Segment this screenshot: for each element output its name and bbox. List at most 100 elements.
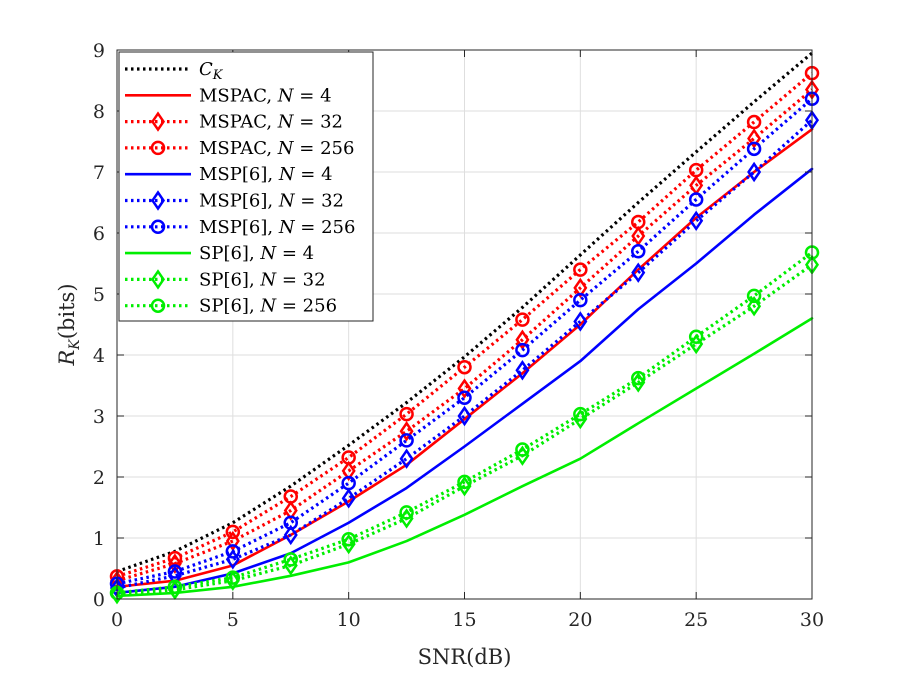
legend-label-n: N — [278, 164, 296, 185]
x-tick-label: 10 — [337, 609, 361, 631]
data-point-circle — [457, 390, 472, 405]
data-point-diamond — [399, 448, 414, 469]
legend-entry: MSP[6], N = 32 — [125, 190, 344, 212]
legend-label-name: MSP[6], — [199, 191, 279, 212]
legend-label-eq: = — [294, 85, 321, 106]
y-tick-label: 7 — [93, 162, 105, 184]
data-point-diamond — [399, 421, 414, 442]
y-tick-label: 8 — [93, 101, 105, 123]
legend-label-eq: = — [276, 296, 303, 317]
legend-label-eq: = — [294, 112, 321, 133]
legend-label: CK — [199, 59, 224, 83]
data-point-diamond — [515, 360, 530, 381]
legend-label: SP[6], N = 32 — [199, 269, 326, 290]
legend-marker-diamond — [150, 190, 166, 211]
legend-label-value: 32 — [303, 269, 326, 290]
series-line — [116, 71, 814, 578]
series-2 — [109, 79, 820, 591]
y-axis-label: RK(bits) — [55, 283, 83, 366]
legend-label-name: SP[6], — [199, 296, 260, 317]
legend-label-name: MSPAC, — [199, 112, 278, 133]
data-point-diamond — [747, 295, 762, 317]
legend-entry: MSP[6], N = 4 — [125, 164, 333, 185]
legend-label-n: N — [277, 138, 295, 159]
data-point-circle — [631, 214, 646, 230]
y-tick-label: 4 — [93, 345, 105, 367]
legend-label-n: N — [259, 269, 277, 290]
data-point-diamond — [689, 210, 704, 232]
data-point-circle — [688, 192, 704, 207]
data-point-diamond — [341, 460, 356, 482]
legend-label-eq: = — [295, 217, 322, 238]
legend-label-n: N — [278, 191, 296, 212]
data-point-circle — [225, 524, 241, 540]
y-tick-label: 0 — [93, 589, 105, 611]
series-6 — [109, 91, 820, 591]
y-tick-label: 3 — [93, 406, 105, 428]
data-point-circle — [283, 552, 298, 567]
data-point-diamond — [341, 488, 356, 509]
data-point-diamond — [631, 372, 646, 393]
y-axis-label-var: R — [55, 350, 79, 367]
data-point-circle — [167, 550, 183, 566]
data-point-diamond — [225, 530, 240, 552]
data-point-circle — [515, 342, 530, 358]
legend-label: MSP[6], N = 32 — [199, 191, 344, 212]
data-point-circle — [573, 262, 588, 277]
y-tick-label: 2 — [93, 467, 105, 489]
legend-label-value: 4 — [320, 85, 331, 106]
data-point-circle — [573, 406, 588, 422]
legend-label-name: MSP[6], — [199, 217, 279, 238]
legend-label-value: 256 — [321, 217, 355, 238]
legend-label-value: 32 — [320, 112, 343, 133]
data-point-circle — [167, 564, 183, 579]
legend-label-value: 256 — [303, 296, 337, 317]
legend-marker-circle — [150, 140, 166, 156]
legend-label-value: 32 — [321, 191, 344, 212]
data-point-circle — [688, 329, 704, 344]
legend-marker-diamond — [150, 269, 166, 290]
x-tick-label: 15 — [452, 609, 476, 631]
series-line — [116, 88, 814, 583]
x-tick-label: 5 — [227, 609, 239, 631]
legend-label-name: MSP[6], — [199, 164, 279, 185]
legend-label-n: N — [277, 85, 295, 106]
y-tick-label: 1 — [93, 528, 105, 550]
y-axis-label-unit: (bits) — [55, 283, 79, 339]
legend-entry: SP[6], N = 32 — [125, 269, 326, 290]
legend-label: SP[6], N = 4 — [199, 243, 314, 264]
legend-entry: SP[6], N = 4 — [125, 243, 314, 264]
tick-layer: 0 5 10 15 20 25 30 0 1 2 3 4 5 6 7 8 9 — [93, 40, 824, 631]
data-point-diamond — [457, 475, 472, 497]
legend-label-n: N — [259, 243, 277, 264]
data-point-diamond — [573, 311, 588, 332]
series-line — [116, 251, 813, 595]
legend-marker-circle — [150, 298, 166, 313]
data-point-circle — [746, 114, 762, 130]
x-tick-label: 0 — [111, 609, 123, 631]
data-point-diamond — [747, 128, 762, 149]
legend-label-name: MSPAC, — [199, 85, 278, 106]
legend-label-n: N — [259, 296, 277, 317]
y-tick-label: 5 — [93, 284, 105, 306]
data-point-circle — [399, 406, 414, 422]
x-tick-label: 30 — [800, 609, 824, 631]
legend-label: SP[6], N = 256 — [199, 296, 337, 317]
legend-label-eq: = — [276, 269, 303, 290]
data-point-diamond — [283, 500, 298, 521]
legend-marker-circle — [150, 219, 166, 235]
legend-entry: MSP[6], N = 256 — [125, 217, 355, 238]
legend-label-n: N — [277, 112, 295, 133]
data-point-circle — [457, 474, 472, 490]
legend-label-value: 256 — [320, 138, 354, 159]
legend-entry: MSPAC, N = 32 — [125, 111, 343, 133]
legend-entry: SP[6], N = 256 — [125, 296, 337, 317]
legend-label: MSP[6], N = 4 — [199, 164, 333, 185]
legend-label: MSPAC, N = 32 — [199, 112, 343, 133]
legend-label-name: MSPAC, — [199, 138, 278, 159]
data-point-diamond — [457, 405, 472, 427]
legend-entry: MSPAC, N = 256 — [125, 138, 354, 159]
legend-label: MSPAC, N = 4 — [199, 85, 332, 106]
x-tick-label: 25 — [684, 609, 708, 631]
data-point-circle — [283, 515, 298, 530]
